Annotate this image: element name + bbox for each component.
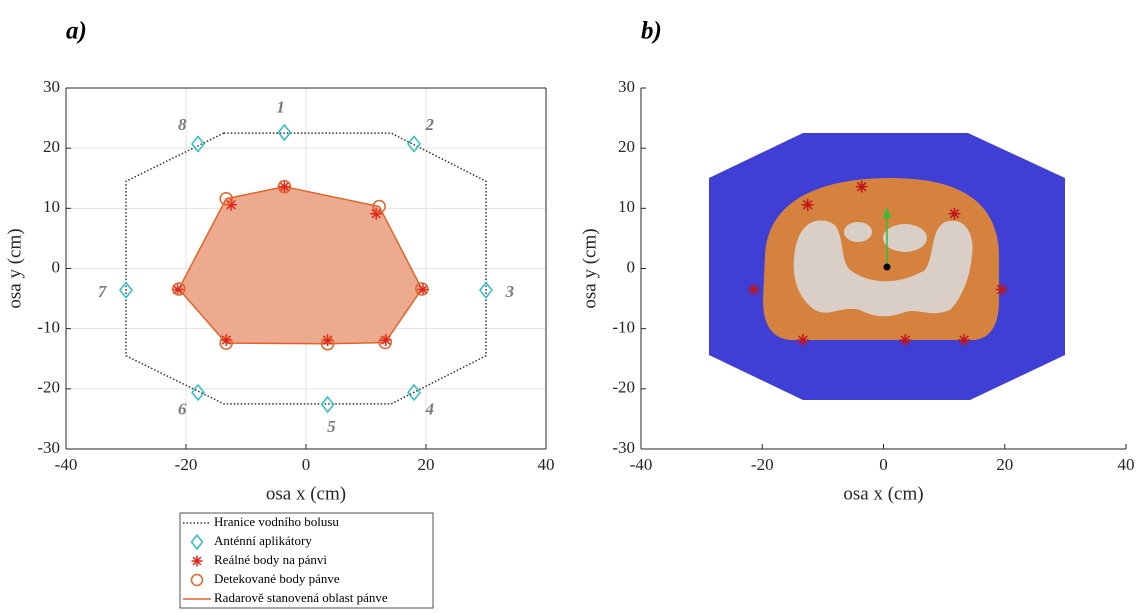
circle-marker [219, 336, 233, 350]
y-axis-label: osa y (cm) [579, 228, 600, 308]
legend-label: Radarově stanovená oblast pánve [214, 590, 388, 605]
legend-label: Detekované body pánve [214, 571, 340, 586]
point-label: 5 [327, 417, 336, 436]
circle-marker [172, 282, 186, 296]
tissue-region [793, 220, 973, 317]
y-tick-label: 30 [618, 77, 635, 96]
circle-marker [378, 335, 392, 350]
y-tick-label: -30 [37, 438, 60, 457]
y-tick-label: -20 [612, 378, 635, 397]
star-marker [747, 283, 760, 296]
x-tick-label: -40 [630, 455, 653, 474]
legend-box [179, 512, 434, 609]
panel-title: b) [641, 18, 662, 45]
diamond-marker [479, 281, 493, 299]
point-label: 1 [276, 98, 285, 117]
star-marker [899, 334, 912, 347]
circle-marker [372, 199, 386, 214]
legend-symbol [191, 555, 203, 567]
ct-image [709, 133, 1065, 400]
y-tick-label: 20 [618, 137, 635, 156]
x-tick-label: -20 [175, 455, 198, 474]
star-marker [379, 334, 392, 347]
star-marker [801, 198, 814, 211]
panel-title: a) [66, 18, 87, 45]
star-marker [958, 334, 971, 347]
star-marker [995, 283, 1008, 296]
y-tick-label: -10 [612, 318, 635, 337]
diamond-marker [191, 135, 205, 153]
point-label: 4 [425, 399, 435, 418]
y-tick-label: -30 [612, 438, 635, 457]
y-tick-label: 0 [627, 257, 636, 276]
diamond-marker [191, 383, 205, 402]
star-marker [796, 334, 809, 347]
tissue-region [883, 224, 927, 252]
point-label: 2 [424, 115, 434, 134]
legend-label: Reálné body na pánvi [214, 552, 327, 567]
x-tick-label: 40 [1118, 455, 1135, 474]
point-label: 8 [178, 115, 187, 134]
star-marker [321, 334, 334, 347]
star-marker [417, 283, 429, 296]
legend: Hranice vodního bolusu Anténní aplikátory… [179, 512, 434, 609]
y-tick-label: 10 [618, 197, 635, 216]
y-tick-label: 10 [43, 197, 60, 216]
x-tick-label: 0 [302, 455, 311, 474]
x-axis-label: osa x (cm) [843, 483, 923, 504]
diamond-marker [407, 383, 421, 402]
origin-point [883, 263, 891, 271]
legend-symbol [190, 573, 204, 587]
legend-symbol [190, 533, 204, 551]
y-axis-label: osa y (cm) [4, 228, 25, 308]
orientation-arrow [883, 207, 891, 218]
diamond-marker [119, 281, 133, 299]
y-tick-label: 30 [43, 77, 60, 96]
pelvis-area [177, 185, 423, 345]
star-marker [220, 334, 233, 347]
diamond-marker [407, 135, 421, 153]
x-tick-label: -20 [751, 455, 774, 474]
circle-marker [415, 282, 429, 296]
diamond-marker [277, 123, 292, 142]
star-marker [171, 283, 184, 296]
legend-label: Anténní aplikátory [214, 533, 312, 548]
x-axis-label: osa x (cm) [266, 483, 346, 504]
y-tick-label: 20 [43, 137, 60, 156]
star-marker [948, 207, 961, 220]
point-label: 6 [178, 399, 187, 418]
circle-marker [219, 191, 233, 206]
y-tick-label: 0 [52, 257, 61, 276]
point-label: 7 [98, 282, 108, 301]
tissue-region [844, 222, 872, 242]
x-tick-label: 40 [538, 455, 555, 474]
x-tick-label: 0 [879, 455, 888, 474]
diamond-marker [320, 395, 335, 414]
point-label: 3 [505, 282, 515, 301]
star-marker [225, 198, 237, 211]
circle-marker [277, 179, 292, 194]
y-tick-label: -20 [37, 378, 60, 397]
x-tick-label: 20 [996, 455, 1013, 474]
legend-label: Hranice vodního bolusu [214, 514, 339, 529]
circle-marker [320, 336, 335, 351]
star-marker [278, 180, 291, 193]
y-tick-label: -10 [37, 318, 60, 337]
x-tick-label: 20 [418, 455, 435, 474]
star-marker [855, 180, 868, 193]
x-tick-label: -40 [55, 455, 78, 474]
star-marker [370, 207, 383, 220]
